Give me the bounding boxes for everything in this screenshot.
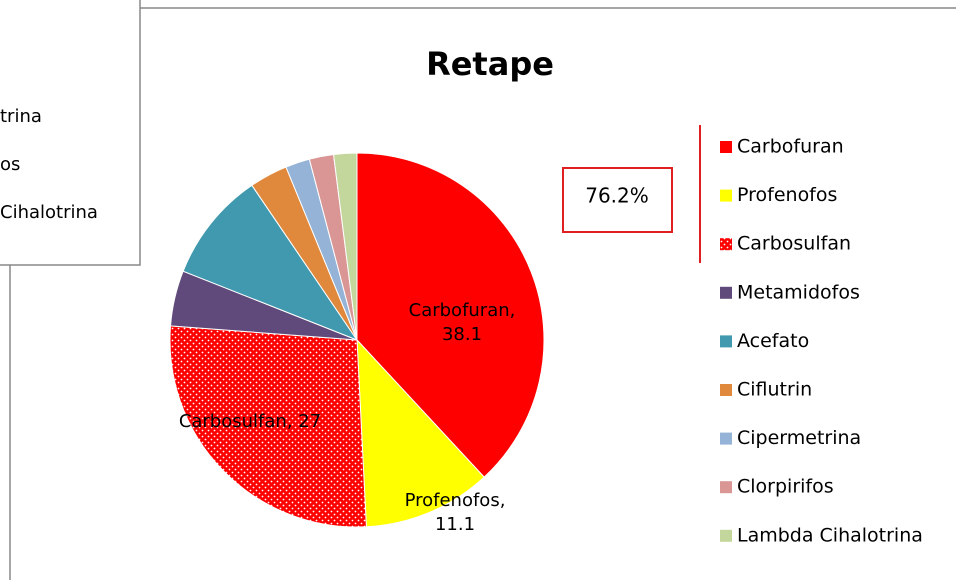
- legend-swatch: [720, 238, 732, 251]
- data-label-line: Profenofos,: [405, 490, 506, 511]
- data-label: Profenofos, 11.1: [405, 490, 506, 535]
- legend-swatch: [720, 286, 732, 299]
- legend-label: Carbosulfan: [737, 233, 851, 255]
- data-label-line: 11.1: [435, 514, 475, 535]
- pie-slice: [169, 325, 367, 528]
- legend-swatch: [720, 384, 732, 396]
- legend-swatch: [720, 141, 732, 153]
- chart-title: Retape: [426, 45, 554, 83]
- data-label: Carbofuran, 38.1: [409, 300, 516, 345]
- data-label-line: 38.1: [442, 324, 482, 345]
- window-item: os: [0, 154, 20, 175]
- background-window: [0, 0, 141, 266]
- annotation-box: [562, 167, 673, 233]
- labels: Carbofuran, 38.1 Profenofos, 11.1 Carbosulfa…: [179, 136, 923, 547]
- legend-label: Cipermetrina: [737, 427, 861, 449]
- annotation: 76.2%: [585, 184, 649, 208]
- pie-slice: [182, 184, 359, 342]
- pie-slice: [356, 338, 485, 528]
- legend-label: Clorpirifos: [737, 476, 834, 498]
- legend-swatch: [720, 432, 732, 445]
- legend-swatch: [720, 189, 732, 202]
- legend-label: Metamidofos: [737, 281, 860, 303]
- pie-slice: [356, 152, 545, 478]
- legend-label: Profenofos: [737, 184, 837, 206]
- pie: [169, 152, 545, 528]
- legend-swatch: [720, 335, 732, 348]
- legend-label: Ciflutrin: [737, 379, 812, 401]
- legend-label: Carbofuran: [737, 136, 844, 158]
- window-item: Cihalotrina: [0, 202, 98, 223]
- data-label: Carbosulfan, 27: [179, 411, 321, 432]
- data-label-line: Carbofuran,: [409, 300, 516, 321]
- pie-slice: [333, 152, 358, 341]
- window-item: trina: [0, 106, 42, 127]
- legend-label: Acefato: [737, 330, 809, 352]
- legend-swatch: [720, 481, 732, 494]
- legend-swatch: [720, 529, 732, 542]
- legend-label: Lambda Cihalotrina: [737, 524, 923, 546]
